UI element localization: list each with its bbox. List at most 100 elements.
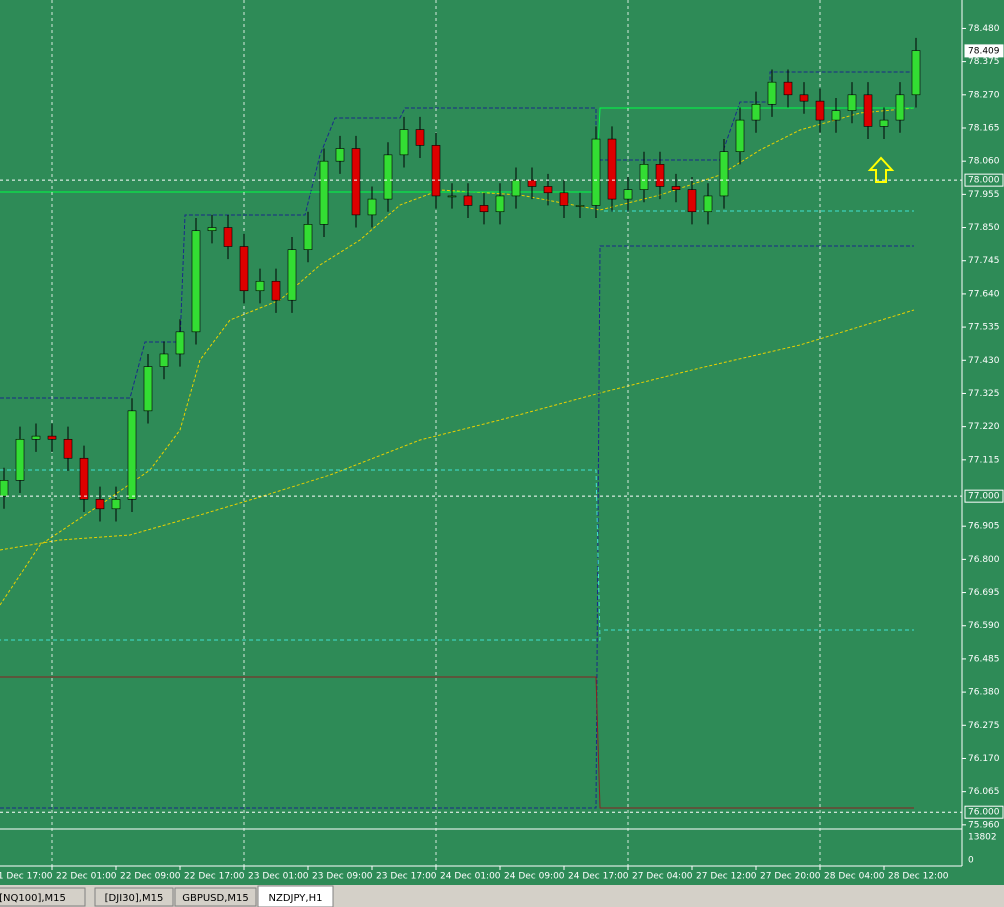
candle-body — [447, 195, 457, 198]
candle-body — [0, 480, 9, 497]
x-tick-label: 23 Dec 01:00 — [248, 872, 309, 882]
candle-body — [687, 189, 697, 213]
y-tick-label: 77.430 — [968, 356, 1000, 366]
volume-label: 0 — [968, 856, 974, 866]
candle-body — [799, 94, 809, 102]
candle-body — [207, 227, 217, 232]
candle-body — [15, 438, 25, 481]
candle-body — [127, 410, 137, 500]
candle-body — [895, 94, 905, 121]
y-tick-label: 78.375 — [968, 57, 1000, 67]
candle-body — [719, 151, 729, 197]
tab-label: NZDJPY,H1 — [269, 893, 323, 904]
channel-upper — [0, 71, 914, 399]
candle-body — [511, 179, 521, 197]
y-tick-label: 78.060 — [968, 157, 1000, 167]
price-marker-label: 78.409 — [968, 46, 1000, 56]
candle-body — [143, 366, 153, 412]
price-marker-box — [964, 173, 1004, 187]
y-tick-label: 75.960 — [968, 820, 1000, 830]
candle-body — [879, 119, 889, 127]
candle-body — [639, 164, 649, 190]
x-tick-label: 24 Dec 17:00 — [568, 872, 629, 882]
slow-ma — [0, 309, 915, 551]
candle-body — [287, 249, 297, 301]
y-tick-label: 76.905 — [968, 522, 1000, 532]
tab-label: [DJI30],M15 — [105, 893, 164, 904]
y-tick-label: 77.535 — [968, 323, 1000, 333]
candle-body — [815, 100, 825, 121]
candle-body — [703, 195, 713, 213]
candle-body — [671, 186, 681, 190]
candle-body — [399, 129, 409, 156]
candle-body — [223, 227, 233, 247]
x-tick-label: 22 Dec 17:00 — [184, 872, 245, 882]
tab-background — [94, 887, 174, 907]
price-marker-label: 76.000 — [968, 808, 1000, 818]
candle-body — [63, 438, 73, 459]
tab[interactable]: GBPUSD,M15 — [174, 887, 257, 907]
candle-body — [383, 154, 393, 200]
level-brown — [0, 676, 914, 809]
y-tick-label: 78.165 — [968, 123, 1000, 133]
x-tick-label: 27 Dec 04:00 — [632, 872, 693, 882]
candle-body — [607, 138, 617, 200]
x-tick-label: 28 Dec 04:00 — [824, 872, 885, 882]
y-tick-label: 76.170 — [968, 754, 1000, 764]
x-tick-label: 22 Dec 01:00 — [56, 872, 117, 882]
candle-body — [303, 224, 313, 250]
candle-body — [255, 280, 265, 292]
price-marker-label: 78.000 — [968, 176, 1000, 186]
volume-label: 13802 — [968, 833, 997, 843]
y-tick-label: 76.065 — [968, 787, 1000, 797]
y-tick-label: 77.640 — [968, 289, 1000, 299]
tab-background — [174, 887, 257, 907]
candle-body — [239, 246, 249, 292]
y-tick-label: 77.745 — [968, 256, 1000, 266]
x-tick-label: 24 Dec 09:00 — [504, 872, 565, 882]
channel-lower — [0, 245, 914, 809]
candle-body — [79, 457, 89, 500]
candle-body — [911, 50, 921, 96]
candle-body — [863, 94, 873, 127]
candle-body — [175, 331, 185, 355]
candle-body — [543, 186, 553, 194]
x-tick-label: 23 Dec 17:00 — [376, 872, 437, 882]
y-tick-label: 76.485 — [968, 654, 1000, 664]
candle-body — [527, 179, 537, 187]
candle-body — [783, 81, 793, 96]
candle-body — [463, 195, 473, 206]
tab[interactable]: [NQ100],M15 — [0, 887, 86, 907]
candle-body — [319, 160, 329, 225]
level-cyan — [0, 469, 601, 641]
x-tick-label: 21 Dec 17:00 — [0, 872, 53, 882]
tab-label: [NQ100],M15 — [0, 893, 66, 904]
candle-body — [591, 138, 601, 206]
candle-body — [351, 148, 361, 216]
x-tick-label: 24 Dec 01:00 — [440, 872, 501, 882]
candle-body — [367, 198, 377, 216]
candle-body — [31, 435, 41, 440]
tab[interactable]: [DJI30],M15 — [94, 887, 174, 907]
y-tick-label: 78.270 — [968, 90, 1000, 100]
price-marker-label: 77.000 — [968, 492, 1000, 502]
x-tick-label: 28 Dec 12:00 — [888, 872, 949, 882]
x-tick-label: 23 Dec 09:00 — [312, 872, 373, 882]
candle-body — [655, 164, 665, 187]
x-tick-label: 27 Dec 12:00 — [696, 872, 757, 882]
candle-body — [495, 195, 505, 213]
price-marker-box — [964, 805, 1004, 819]
candle-body — [767, 81, 777, 105]
tab-label: GBPUSD,M15 — [182, 893, 249, 904]
candle-body — [335, 148, 345, 162]
y-tick-label: 77.115 — [968, 455, 1000, 465]
candle-body — [95, 499, 105, 510]
tab[interactable]: NZDJPY,H1 — [257, 885, 334, 907]
candle-body — [431, 145, 441, 197]
price-marker-box — [964, 44, 1004, 58]
candle-body — [479, 205, 489, 213]
candle-body — [559, 192, 569, 206]
y-tick-label: 76.380 — [968, 688, 1000, 698]
x-tick-label: 27 Dec 20:00 — [760, 872, 821, 882]
